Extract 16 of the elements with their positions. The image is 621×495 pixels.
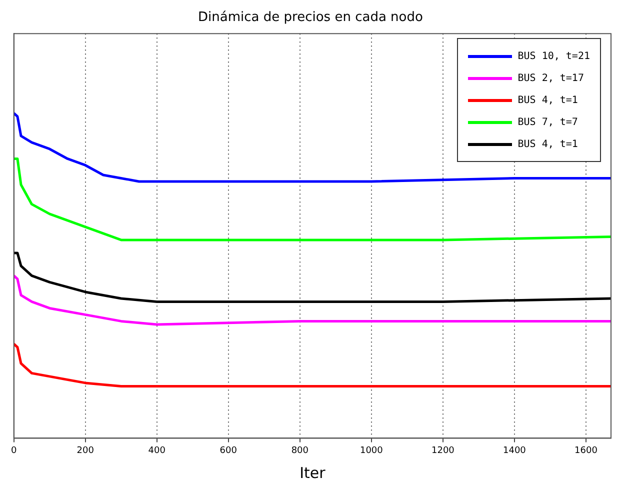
chart-title: Dinámica de precios en cada nodo [198,10,423,26]
x-tick-label: 600 [220,446,238,456]
x-tick-label: 800 [291,446,309,456]
legend-label: BUS 4, t=1 [518,138,578,150]
x-tick-label: 1200 [431,446,455,456]
legend-label: BUS 7, t=7 [518,116,578,128]
x-tick-label: 200 [76,446,94,456]
legend-label: BUS 10, t=21 [518,50,590,62]
legend-label: BUS 4, t=1 [518,94,578,106]
x-tick-label: 0 [10,446,17,456]
x-axis-title: Iter [300,464,326,482]
x-tick-label: 1400 [503,446,526,456]
x-tick-label: 1600 [574,446,598,456]
legend-label: BUS 2, t=17 [518,72,584,84]
x-tick-label: 400 [148,446,166,456]
x-tick-label: 1000 [360,446,384,456]
